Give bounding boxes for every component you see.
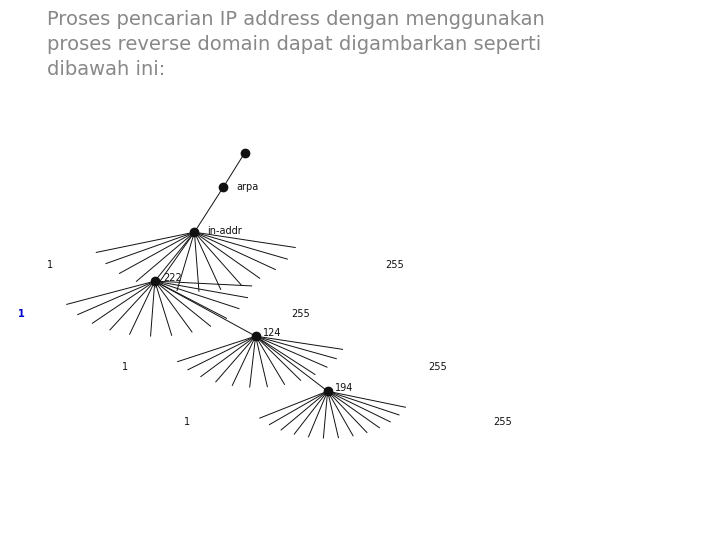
Text: arpa: arpa <box>236 181 258 192</box>
Text: 124: 124 <box>263 328 282 338</box>
Text: 222: 222 <box>163 273 182 283</box>
Text: 255: 255 <box>292 309 310 319</box>
Text: 1: 1 <box>122 362 129 372</box>
Point <box>239 148 251 157</box>
Text: 255: 255 <box>385 260 404 270</box>
Point <box>322 387 333 395</box>
Text: 1: 1 <box>184 417 190 427</box>
Text: Proses pencarian IP address dengan menggunakan
proses reverse domain dapat digam: Proses pencarian IP address dengan mengg… <box>47 10 544 79</box>
Point <box>250 332 261 341</box>
Point <box>217 183 229 192</box>
Text: 255: 255 <box>428 362 447 372</box>
Text: 1: 1 <box>47 260 53 270</box>
Point <box>149 277 161 286</box>
Text: 194: 194 <box>335 383 354 393</box>
Text: 1: 1 <box>18 309 24 319</box>
Point <box>189 228 200 237</box>
Text: in-addr: in-addr <box>207 226 242 237</box>
Text: 255: 255 <box>493 417 512 427</box>
